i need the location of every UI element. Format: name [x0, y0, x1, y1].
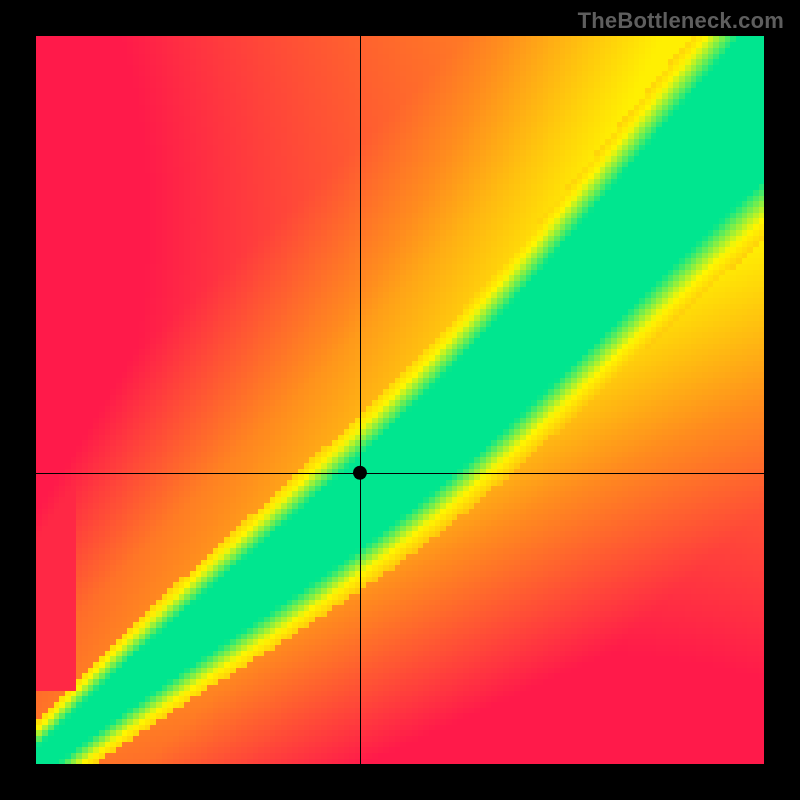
watermark-text: TheBottleneck.com [578, 8, 784, 34]
heatmap-canvas-wrap [36, 36, 764, 764]
bottleneck-heatmap [36, 36, 764, 764]
chart-frame: TheBottleneck.com [0, 0, 800, 800]
